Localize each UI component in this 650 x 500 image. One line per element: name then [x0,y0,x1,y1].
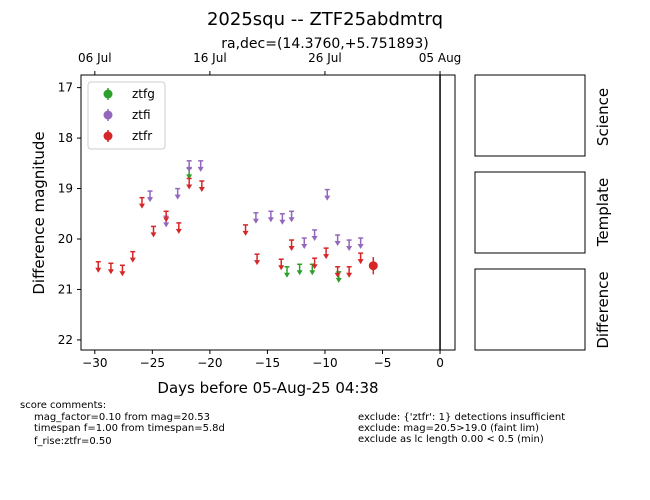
top-tick-label: 06 Jul [78,51,112,65]
upper-limit-arrow [346,272,353,278]
science-label: Science [594,88,612,146]
chart-title: 2025squ -- ZTF25abdmtrq [207,9,443,30]
upper-limit-arrow [186,166,193,172]
y-axis-label: Difference magnitude [30,131,48,294]
legend: ztfg ztfi ztfr [87,81,166,150]
x-tick-label: −30 [82,356,107,370]
chart-subtitle: ra,dec=(14.3760,+5.751893) [221,36,429,52]
upper-limit-arrow [357,259,364,265]
y-axis-ticks: 17 18 19 20 21 22 [58,81,81,347]
upper-limit-arrow [254,260,261,266]
legend-marker [103,89,113,99]
upper-limit-arrow [296,270,303,276]
comment-right-1: exclude: {'ztfr': 1} detections insuffic… [358,412,565,423]
comments-header: score comments: [20,400,106,411]
upper-limit-arrow [119,271,126,277]
upper-limit-arrow [288,246,295,252]
upper-limit-arrow [334,272,341,278]
upper-limit-arrow [311,264,318,270]
upper-limit-arrow [324,195,331,201]
upper-limit-arrow [279,219,286,225]
legend-label: ztfr [132,129,152,143]
upper-limit-arrow [323,254,330,260]
top-axis-ticks: 06 Jul 16 Jul 26 Jul 05 Aug [78,51,461,75]
upper-limit-arrow [288,217,295,223]
upper-limit-arrow [311,235,318,241]
upper-limit-arrow [335,277,342,283]
detection-point [368,261,378,271]
upper-limit-arrow [129,257,136,263]
x-axis-label: Days before 05-Aug-25 04:38 [157,379,378,397]
comment-left-3: f_rise:ztfr=0.50 [34,436,112,447]
x-tick-label: 0 [436,356,444,370]
upper-limit-arrow [150,232,157,238]
data-marks [95,160,378,283]
legend-label: ztfg [132,87,155,101]
upper-limit-arrow [197,166,204,172]
x-tick-label: −5 [374,356,392,370]
upper-limit-arrow [267,217,274,223]
top-tick-label: 05 Aug [419,51,462,65]
upper-limit-arrow [186,174,193,180]
upper-limit-arrow [346,246,353,252]
top-tick-label: 16 Jul [193,51,227,65]
difference-label: Difference [594,271,612,348]
y-tick-label: 19 [58,182,73,196]
science-panel [474,74,586,157]
comment-right-2: exclude: mag=20.5>19.0 (faint lim) [358,423,539,434]
difference-panel [474,268,586,351]
legend-marker [103,131,113,141]
upper-limit-arrow [357,244,364,250]
upper-limit-arrow [147,197,154,203]
x-tick-label: −20 [197,356,222,370]
y-tick-label: 22 [58,333,73,347]
x-tick-label: −25 [140,356,165,370]
upper-limit-arrow [186,184,193,190]
upper-limit-arrow [174,194,181,200]
y-tick-label: 20 [58,232,73,246]
upper-limit-arrow [334,241,341,246]
upper-limit-arrow [175,228,182,234]
x-axis-ticks: −30 −25 −20 −15 −10 −5 0 [82,350,444,370]
template-panel [474,171,586,254]
legend-label: ztfi [132,108,151,122]
x-tick-label: −10 [312,356,337,370]
legend-marker [103,110,113,120]
upper-limit-arrow [163,222,170,228]
comment-left-2: timespan f=1.00 from timespan=5.8d [34,423,225,434]
series-ztfg [186,167,342,283]
template-label: Template [594,178,612,247]
upper-limit-arrow [278,265,285,271]
comment-left-1: mag_factor=0.10 from mag=20.53 [34,412,210,423]
upper-limit-arrow [309,270,316,276]
top-tick-label: 26 Jul [308,51,342,65]
upper-limit-arrow [107,269,114,275]
comment-right-3: exclude as lc length 0.00 < 0.5 (min) [358,434,544,445]
upper-limit-arrow [95,267,102,273]
series-ztfr [95,177,378,278]
y-tick-label: 21 [58,282,73,296]
upper-limit-arrow [252,218,259,224]
upper-limit-arrow [242,230,249,236]
upper-limit-arrow [138,203,145,209]
upper-limit-arrow [198,187,205,193]
upper-limit-arrow [301,244,308,250]
upper-limit-arrow [283,272,290,278]
y-tick-label: 18 [58,131,73,145]
y-tick-label: 17 [58,81,73,95]
upper-limit-arrow [163,217,170,223]
x-tick-label: −15 [255,356,280,370]
